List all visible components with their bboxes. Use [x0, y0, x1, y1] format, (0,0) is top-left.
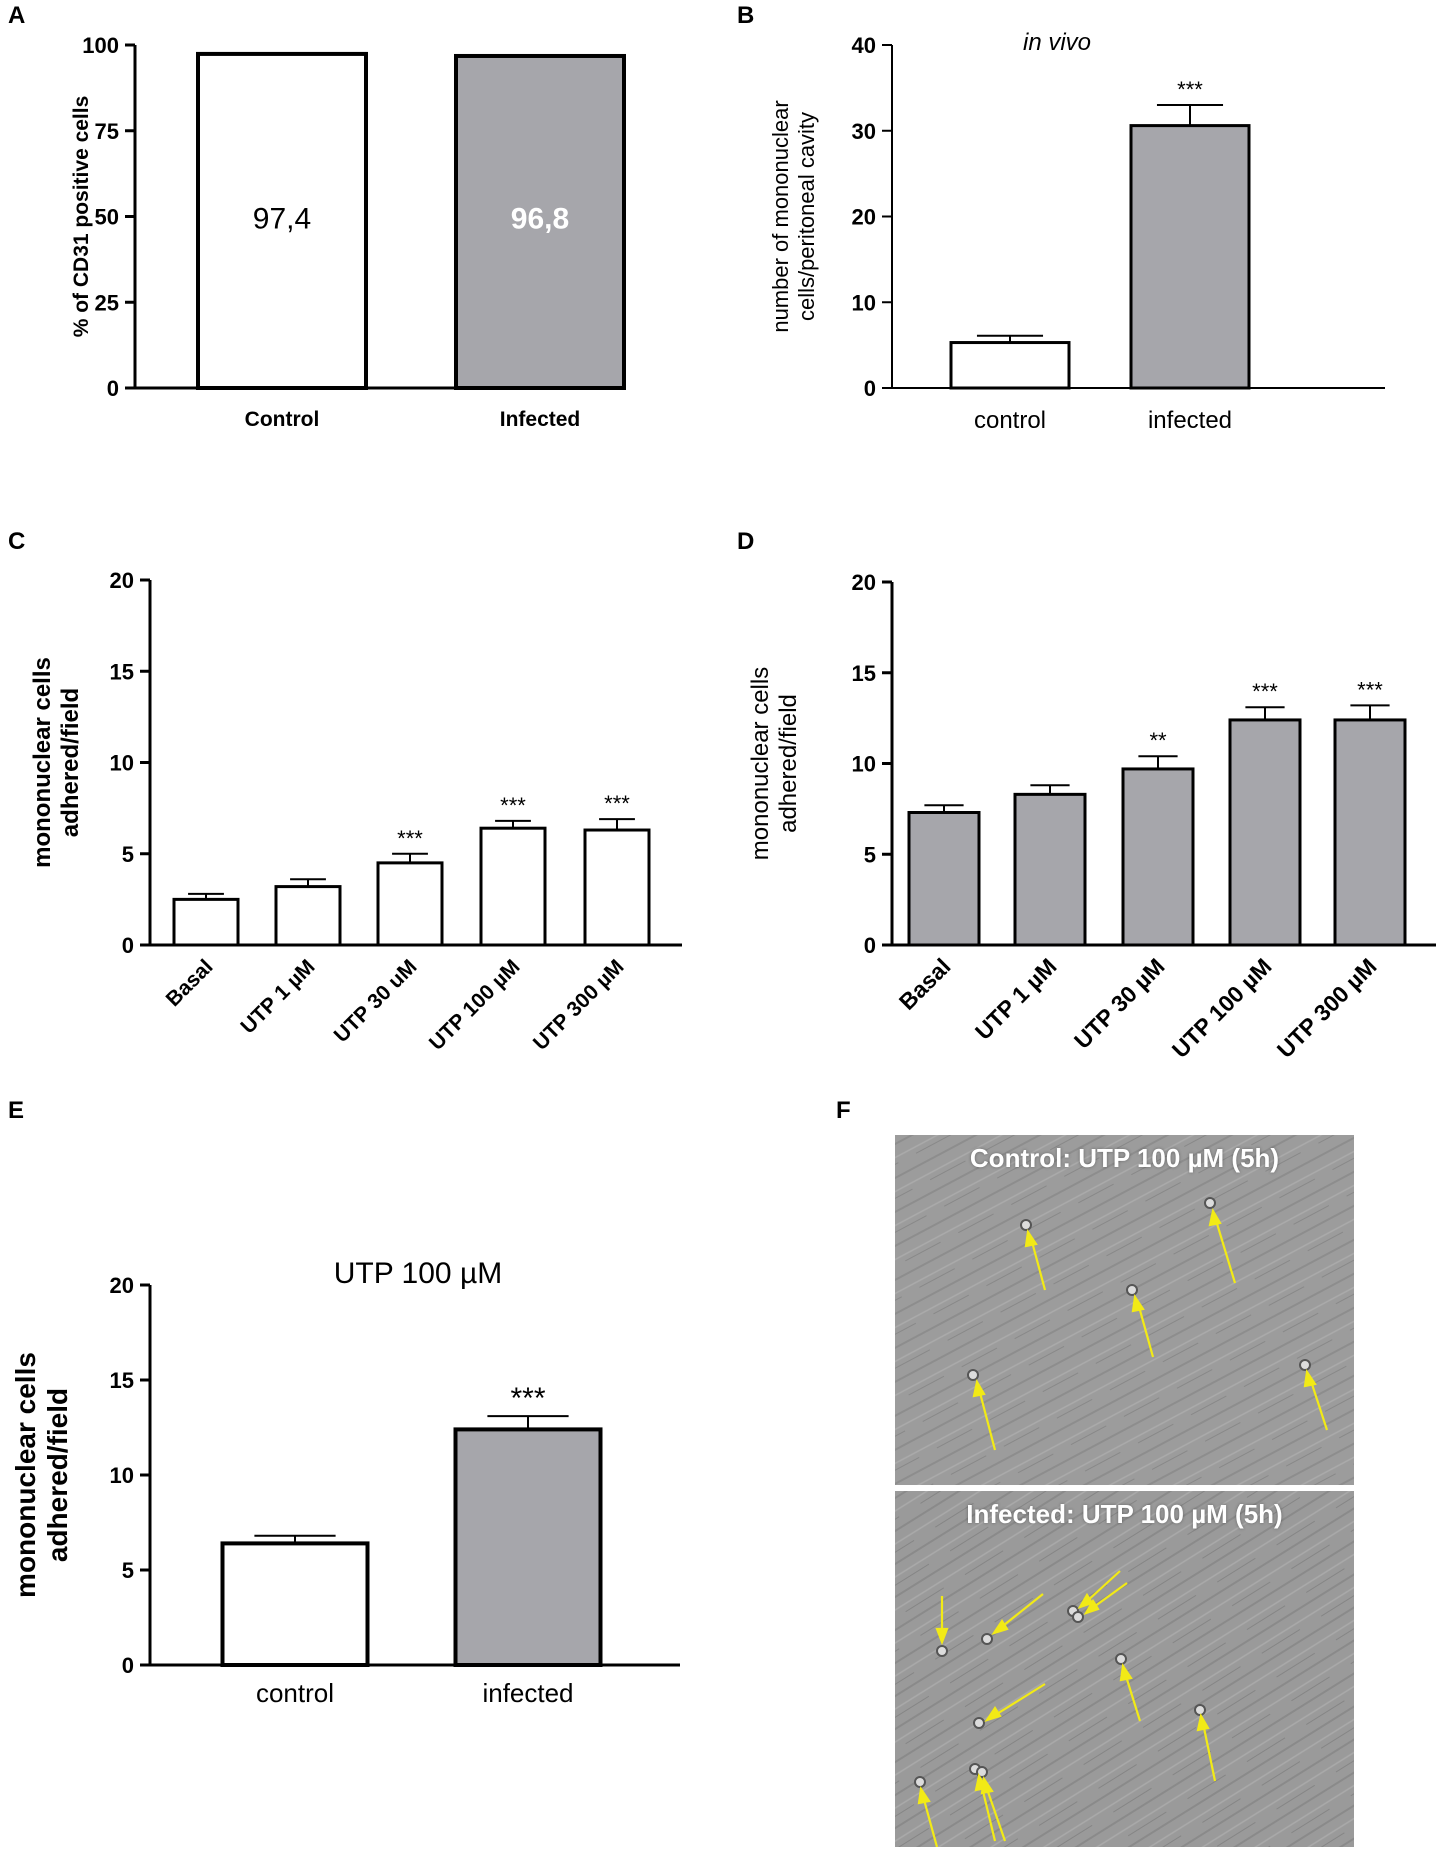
bar	[223, 1543, 368, 1665]
bar-value-label: 96,8	[511, 203, 569, 236]
y-tick-label: 20	[110, 1273, 134, 1298]
bar-value-label: 97,4	[253, 203, 311, 236]
significance-marker: ***	[397, 826, 423, 851]
y-axis-label-line: number of mononuclear	[768, 100, 793, 332]
significance-marker: ***	[604, 791, 630, 816]
y-tick-label: 15	[110, 1368, 134, 1393]
y-tick-label: 100	[82, 33, 119, 58]
significance-marker: ***	[510, 1382, 545, 1415]
category-label: Infected	[500, 408, 581, 431]
bar	[909, 813, 979, 945]
y-tick-label: 0	[122, 1653, 134, 1678]
category-label: UTP 1 µM	[236, 955, 319, 1038]
chart-title: in vivo	[1023, 29, 1091, 56]
y-tick-label: 20	[110, 568, 134, 593]
category-label: control	[256, 1678, 334, 1708]
y-tick-label: 20	[852, 205, 876, 230]
y-tick-label: 50	[95, 205, 119, 230]
category-label: UTP 100 µM	[1167, 953, 1277, 1063]
y-tick-label: 15	[852, 661, 876, 686]
micrograph-infected: Infected: UTP 100 µM (5h)	[895, 1491, 1354, 1847]
y-tick-label: 10	[110, 751, 134, 776]
chart-e: UTP 100 µM 0 5 10 15 20 mononuclear cells adher…	[0, 1240, 720, 1720]
micrograph-infected-texture	[895, 1491, 1354, 1847]
y-tick-label: 0	[864, 376, 876, 401]
chart-title: UTP 100 µM	[334, 1257, 502, 1290]
category-label: UTP 30 µM	[1069, 953, 1170, 1054]
chart-d: 0 5 10 15 20 mononuclear cells adhered/field Ba…	[720, 520, 1438, 1080]
bar	[1123, 769, 1193, 945]
significance-marker: ***	[1252, 679, 1278, 704]
panel-label-e: E	[8, 1097, 24, 1125]
y-tick-label: 0	[122, 933, 134, 958]
y-axis-label-line: adhered/field	[775, 694, 802, 833]
y-axis-label-line: cells/peritoneal cavity	[794, 112, 819, 321]
significance-marker: ***	[500, 793, 526, 818]
micrograph-control: Control: UTP 100 µM (5h)	[895, 1135, 1354, 1485]
category-label: UTP 100 µM	[425, 955, 525, 1055]
micrograph-control-texture	[895, 1135, 1354, 1485]
micrograph-control-title: Control: UTP 100 µM (5h)	[895, 1143, 1354, 1174]
category-label: control	[974, 407, 1046, 434]
panel-label-f: F	[836, 1097, 851, 1125]
y-tick-label: 5	[122, 1558, 134, 1583]
bar	[1015, 794, 1085, 945]
bar	[481, 828, 545, 945]
category-label: infected	[482, 1678, 573, 1708]
y-tick-label: 10	[852, 290, 876, 315]
bar	[276, 887, 340, 945]
y-tick-label: 0	[864, 933, 876, 958]
significance-marker: **	[1149, 728, 1167, 753]
bar	[585, 830, 649, 945]
chart-c: 0 5 10 15 20 mononuclear cells adhered/field Ba…	[0, 520, 720, 1080]
y-axis-label-line: adhered/field	[57, 688, 84, 837]
bar	[174, 899, 238, 945]
category-label: infected	[1148, 407, 1232, 434]
y-tick-label: 30	[852, 119, 876, 144]
micrograph-infected-title: Infected: UTP 100 µM (5h)	[895, 1499, 1354, 1530]
y-tick-label: 40	[852, 33, 876, 58]
category-label: UTP 1 µM	[970, 953, 1062, 1045]
bar	[1230, 720, 1300, 945]
y-axis-label-line: mononuclear cells	[747, 667, 774, 860]
y-tick-label: 15	[110, 659, 134, 684]
y-axis-label: % of CD31 positive cells	[70, 96, 93, 338]
chart-b: in vivo 0 10 20 30 40 number of mononuclear cel…	[720, 0, 1438, 460]
category-label: Basal	[162, 955, 218, 1011]
significance-marker: ***	[1177, 77, 1203, 102]
bar	[378, 863, 442, 945]
y-axis-label-line: adhered/field	[42, 1388, 73, 1562]
y-axis-label-line: mononuclear cells	[10, 1352, 41, 1598]
y-tick-label: 5	[864, 842, 876, 867]
bar	[456, 1429, 601, 1665]
y-tick-label: 10	[852, 752, 876, 777]
y-tick-label: 75	[95, 119, 119, 144]
y-axis-label-line: mononuclear cells	[29, 657, 56, 868]
significance-marker: ***	[1357, 677, 1383, 702]
bar	[951, 343, 1069, 388]
category-label: UTP 300 µM	[1272, 953, 1382, 1063]
y-tick-label: 5	[122, 842, 134, 867]
bar	[1335, 720, 1405, 945]
y-tick-label: 25	[95, 290, 119, 315]
chart-a: 0 25 50 75 100 % of CD31 positive cells 97,4 Co…	[0, 0, 720, 460]
bar	[1131, 126, 1249, 388]
y-tick-label: 0	[107, 376, 119, 401]
category-label: UTP 300 µM	[529, 955, 629, 1055]
category-label: Basal	[894, 953, 956, 1015]
category-label: UTP 30 uM	[330, 955, 422, 1047]
y-tick-label: 20	[852, 570, 876, 595]
category-label: Control	[245, 408, 320, 431]
y-tick-label: 10	[110, 1463, 134, 1488]
